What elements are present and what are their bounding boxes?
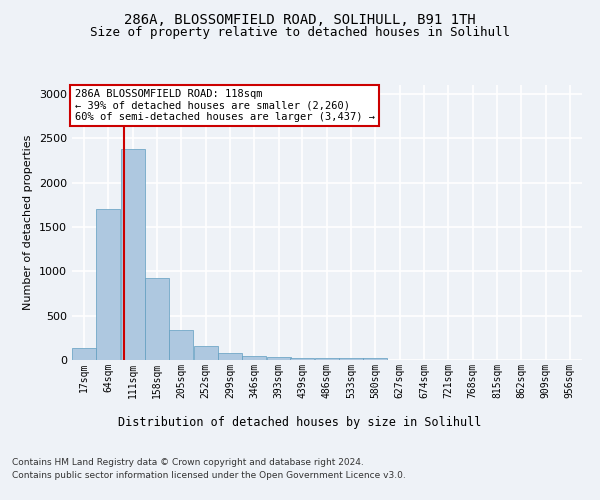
Bar (97, 209, 121, 360)
Text: Distribution of detached houses by size in Solihull: Distribution of detached houses by size … (118, 416, 482, 429)
Bar (121, 149, 145, 360)
Bar (242, 356, 266, 360)
Bar (266, 357, 290, 360)
Text: Contains public sector information licensed under the Open Government Licence v3: Contains public sector information licen… (12, 472, 406, 480)
Bar (339, 358, 363, 360)
Bar (315, 358, 339, 360)
Text: 286A BLOSSOMFIELD ROAD: 118sqm
← 39% of detached houses are smaller (2,260)
60% : 286A BLOSSOMFIELD ROAD: 118sqm ← 39% of … (74, 89, 374, 122)
Text: Size of property relative to detached houses in Solihull: Size of property relative to detached ho… (90, 26, 510, 39)
Bar (72, 348, 96, 360)
Text: 286A, BLOSSOMFIELD ROAD, SOLIHULL, B91 1TH: 286A, BLOSSOMFIELD ROAD, SOLIHULL, B91 1… (124, 13, 476, 27)
Y-axis label: Number of detached properties: Number of detached properties (23, 135, 34, 310)
Bar (145, 278, 169, 360)
Bar (290, 358, 314, 360)
Bar (364, 358, 388, 360)
Bar (218, 353, 242, 360)
Bar (194, 346, 218, 360)
Text: Contains HM Land Registry data © Crown copyright and database right 2024.: Contains HM Land Registry data © Crown c… (12, 458, 364, 467)
Bar (169, 330, 193, 360)
